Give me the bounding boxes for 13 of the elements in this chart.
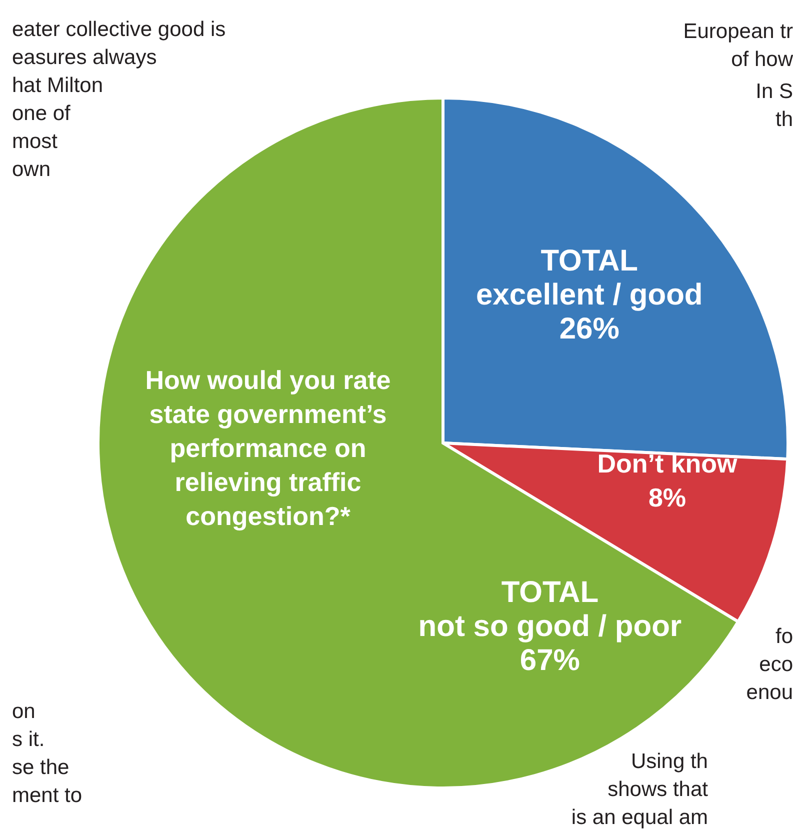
text: How would you rate state government’s performance on relieving traffic congestion?* [144, 364, 392, 533]
text: fo eco enou [746, 625, 793, 704]
text: Using th shows that is an equal am [570, 749, 708, 831]
data-label: 26% [559, 312, 620, 346]
text: eater collective good is easures always hat Milton one of most own [12, 17, 227, 183]
text: on s it. se the ment to [12, 699, 84, 809]
data-label: 8% [648, 482, 686, 512]
text: In S th [754, 79, 793, 133]
data-label: 67% [520, 644, 580, 678]
text: European tr of how [682, 19, 793, 73]
slice-label: TOTAL not so good / poor [418, 576, 682, 644]
slice-label: TOTAL excellent / good [476, 244, 703, 312]
slice-label: Don’t know [597, 448, 738, 478]
